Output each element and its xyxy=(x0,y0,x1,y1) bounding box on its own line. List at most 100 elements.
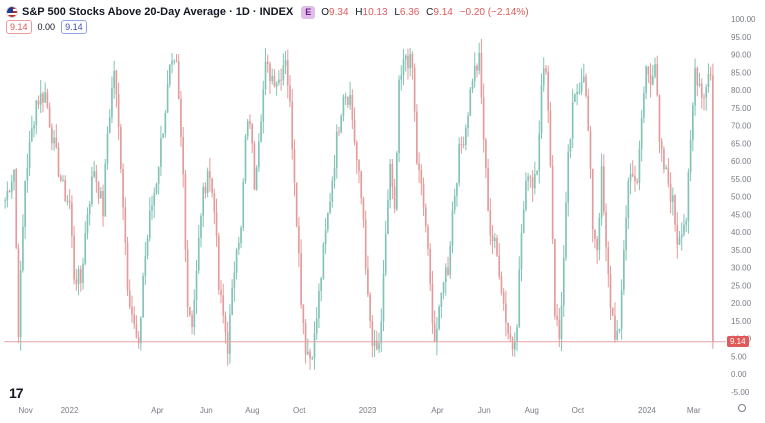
candle-body xyxy=(320,278,322,291)
candle-body xyxy=(364,219,367,269)
candle-body xyxy=(502,292,505,304)
candle-body xyxy=(522,209,525,234)
candle-body xyxy=(369,294,371,322)
candle-body xyxy=(482,97,485,140)
candle-body xyxy=(471,81,474,90)
candle-body xyxy=(442,282,445,293)
candle-body xyxy=(51,127,53,144)
candle-body xyxy=(516,326,518,342)
candle-body xyxy=(505,303,507,323)
candle-body xyxy=(614,315,616,340)
candle-body xyxy=(26,167,29,181)
candle-body xyxy=(37,100,40,105)
y-tick-label: 90.00 xyxy=(731,51,752,60)
us-flag-icon xyxy=(6,6,18,18)
y-tick-label: 85.00 xyxy=(731,68,752,77)
x-axis: Nov 2022 Apr Jun Aug Oct 2023 Apr Jun Aug Oct 2024 M… xyxy=(18,406,700,415)
candle-body xyxy=(75,279,78,285)
y-tick-label: 15.00 xyxy=(731,317,752,326)
candle-body xyxy=(643,93,645,118)
candle-body xyxy=(491,235,494,242)
candle-body xyxy=(674,195,676,225)
candle-body xyxy=(62,179,64,181)
earnings-badge[interactable]: E xyxy=(301,5,316,19)
ohlc-close-value: 9.14 xyxy=(433,6,453,18)
candle-body xyxy=(525,180,527,210)
candle-body xyxy=(511,338,514,350)
candle-body xyxy=(342,96,345,116)
indicator-pills: 9.14 0.00 9.14 xyxy=(6,20,93,34)
candle-body xyxy=(197,237,200,271)
candle-body xyxy=(291,101,294,150)
candle-body xyxy=(33,125,35,129)
candle-body xyxy=(44,92,47,103)
candle-body xyxy=(146,238,149,256)
candle-body xyxy=(705,87,708,98)
candle-body xyxy=(244,136,247,182)
candle-body xyxy=(396,153,398,210)
candle-body xyxy=(215,212,218,236)
candle-body xyxy=(464,127,467,145)
y-tick-label: 40.00 xyxy=(731,228,752,237)
candle-body xyxy=(578,91,581,93)
candle-body xyxy=(473,65,476,82)
candle-body xyxy=(133,314,136,325)
candle-body xyxy=(507,322,509,334)
candle-body xyxy=(157,166,160,184)
candle-body xyxy=(35,100,38,126)
candle-body xyxy=(237,243,240,250)
candle-body xyxy=(128,290,131,307)
blue-value-pill[interactable]: 9.14 xyxy=(61,20,87,34)
zero-value-pill[interactable]: 0.00 xyxy=(37,22,56,32)
candle-body xyxy=(496,237,498,256)
candle-body xyxy=(204,186,207,193)
y-tick-label: 95.00 xyxy=(731,33,752,42)
candle-body xyxy=(82,263,84,284)
candle-body xyxy=(255,167,258,190)
candle-body xyxy=(676,224,679,245)
candle-body xyxy=(171,61,173,65)
ohlc-open-label: O xyxy=(321,6,330,18)
candle-body xyxy=(600,166,603,219)
y-tick-label: 60.00 xyxy=(731,157,752,166)
candle-body xyxy=(66,200,69,202)
candle-body xyxy=(200,215,202,238)
candle-body xyxy=(344,96,347,98)
candle-body xyxy=(418,163,420,170)
last-value-pill[interactable]: 9.14 xyxy=(6,20,32,34)
candle-body xyxy=(574,94,576,102)
candle-body xyxy=(620,290,623,329)
candle-body xyxy=(451,210,454,246)
candle-body xyxy=(360,171,363,199)
candle-body xyxy=(436,328,438,342)
candle-body xyxy=(554,238,556,317)
candle-body xyxy=(10,181,13,193)
candle-body xyxy=(144,255,147,277)
y-tick-label: 55.00 xyxy=(731,175,752,184)
candle-body xyxy=(609,273,612,308)
candle-body xyxy=(696,67,699,86)
candle-body xyxy=(400,75,403,80)
candle-body xyxy=(229,314,231,354)
candle-body xyxy=(476,65,478,71)
y-axis: 100.00 95.00 90.00 85.00 80.00 75.00 70.00 65.0… xyxy=(731,15,756,397)
settings-gear-icon[interactable] xyxy=(738,404,746,412)
candle-body xyxy=(233,272,236,288)
x-tick-label: Jun xyxy=(200,406,213,415)
symbol-title[interactable]: S&P 500 Stocks Above 20-Day Average · 1D… xyxy=(22,6,294,18)
candle-body xyxy=(371,321,374,346)
y-tick-label: 30.00 xyxy=(731,264,752,273)
candle-body xyxy=(453,195,456,211)
candle-body xyxy=(587,95,590,131)
candle-body xyxy=(707,74,710,88)
candle-body xyxy=(327,212,329,230)
tradingview-logo-icon[interactable]: 17 xyxy=(9,385,24,401)
candle-body xyxy=(362,198,365,220)
candle-body xyxy=(73,235,75,280)
candle-body xyxy=(175,60,178,62)
candle-body xyxy=(222,295,225,316)
y-tick-label: -5.00 xyxy=(731,388,750,397)
candle-body xyxy=(338,131,340,133)
candle-body xyxy=(665,167,667,170)
